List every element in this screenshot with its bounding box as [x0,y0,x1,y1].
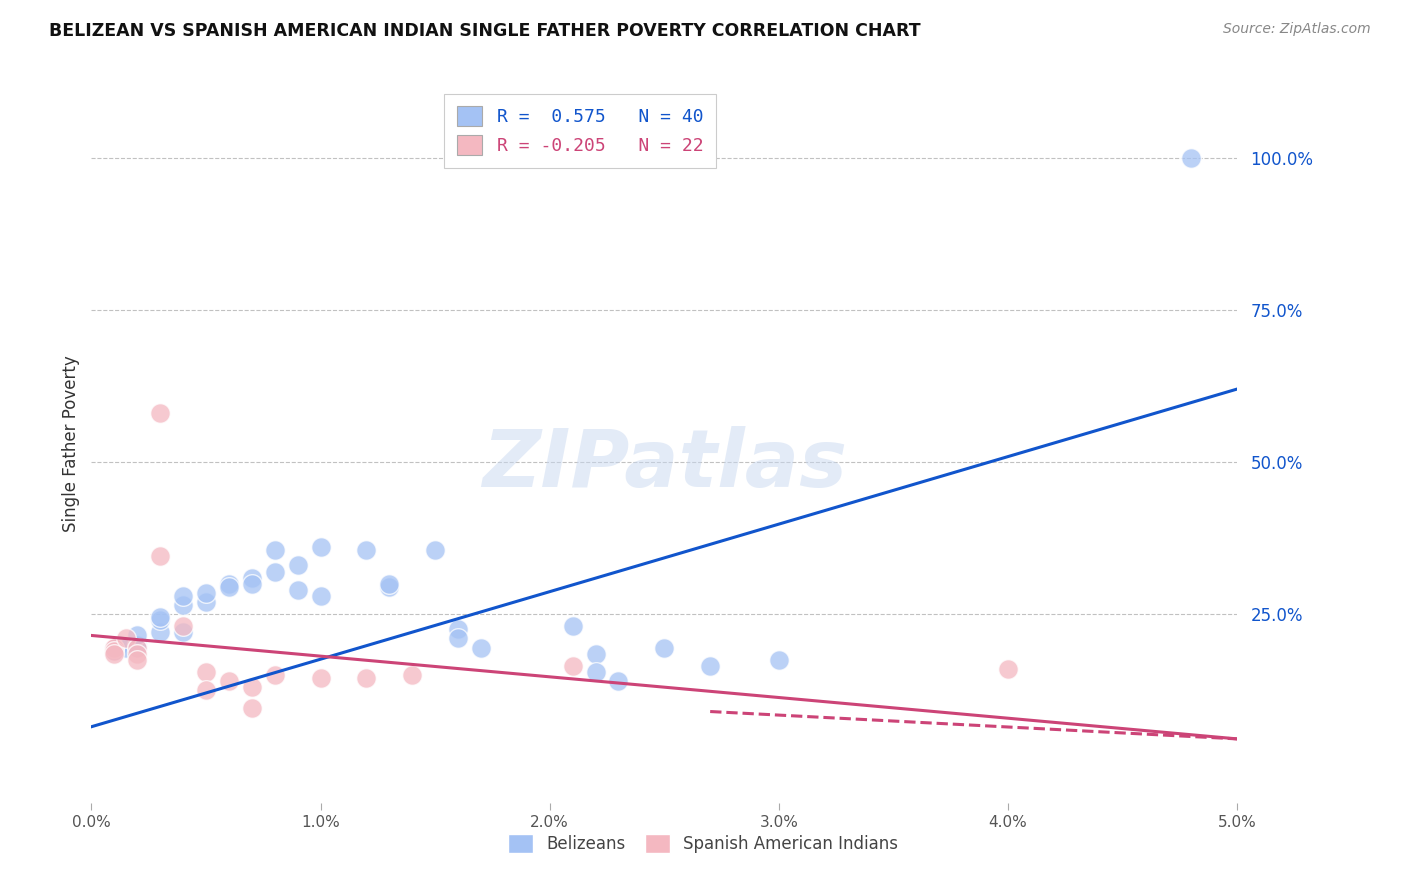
Point [218,674,240,689]
Point [127,640,149,655]
Point [240,571,263,585]
Point [108,638,131,652]
Point [263,565,285,579]
Point [1180,151,1202,165]
Point [240,701,263,715]
Point [218,576,240,591]
Point [149,610,172,624]
Point [287,582,309,597]
Point [423,543,446,558]
Point [149,549,172,564]
Point [287,558,309,573]
Point [356,543,378,558]
Point [585,647,607,661]
Point [103,640,125,655]
Point [149,613,172,627]
Point [470,640,492,655]
Point [194,586,217,600]
Legend: R =  0.575   N = 40, R = -0.205   N = 22: R = 0.575 N = 40, R = -0.205 N = 22 [444,94,716,168]
Point [127,647,149,661]
Point [768,653,790,667]
Point [172,619,194,633]
Point [127,653,149,667]
Point [127,640,149,655]
Point [699,659,721,673]
Point [309,671,332,685]
Legend: Belizeans, Spanish American Indians: Belizeans, Spanish American Indians [499,826,907,862]
Point [447,632,470,646]
Point [356,671,378,685]
Point [172,589,194,603]
Point [194,595,217,609]
Point [218,580,240,594]
Point [997,662,1019,676]
Point [103,640,125,655]
Point [149,406,172,420]
Point [103,647,125,661]
Point [585,665,607,679]
Point [103,640,125,655]
Point [103,643,125,657]
Point [240,576,263,591]
Point [103,643,125,657]
Point [149,625,172,640]
Y-axis label: Single Father Poverty: Single Father Poverty [62,355,80,533]
Point [561,619,583,633]
Text: ZIPatlas: ZIPatlas [482,426,846,504]
Point [378,576,401,591]
Point [172,625,194,640]
Text: BELIZEAN VS SPANISH AMERICAN INDIAN SINGLE FATHER POVERTY CORRELATION CHART: BELIZEAN VS SPANISH AMERICAN INDIAN SING… [49,22,921,40]
Point [127,628,149,642]
Point [172,598,194,612]
Point [114,640,136,655]
Point [263,543,285,558]
Point [263,668,285,682]
Point [240,680,263,694]
Point [309,540,332,554]
Point [309,589,332,603]
Point [378,580,401,594]
Point [194,683,217,698]
Point [561,659,583,673]
Point [127,638,149,652]
Point [447,623,470,637]
Point [114,632,136,646]
Point [401,668,423,682]
Point [194,665,217,679]
Point [652,640,675,655]
Point [607,674,630,689]
Text: Source: ZipAtlas.com: Source: ZipAtlas.com [1223,22,1371,37]
